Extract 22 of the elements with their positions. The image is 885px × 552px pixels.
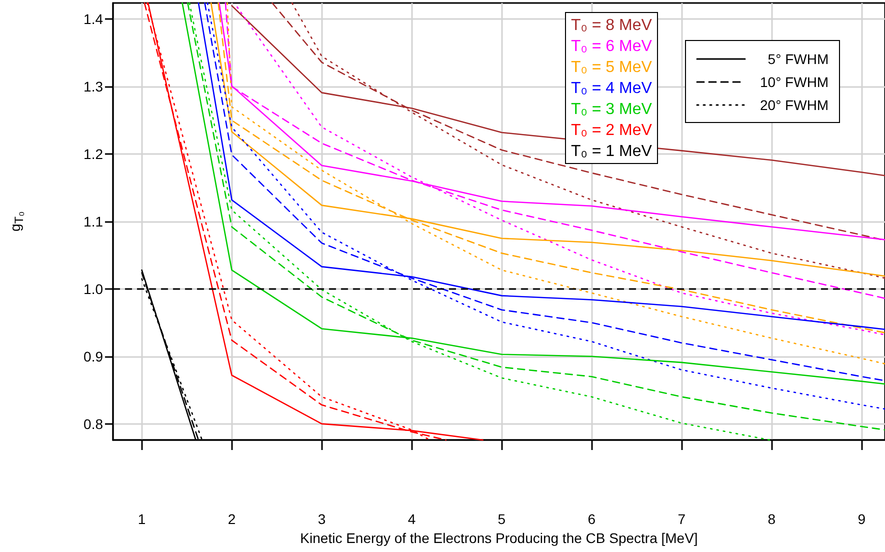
annotation: 10° FWHM <box>760 74 829 90</box>
y-tick-label: 1.4 <box>84 11 104 28</box>
y-axis-title: gT₀ <box>7 211 26 232</box>
y-tick-label: 1.2 <box>84 146 104 162</box>
y-tick-label: 1.1 <box>84 214 104 230</box>
x-tick-label: 9 <box>858 511 866 527</box>
x-tick-label: 2 <box>228 511 236 527</box>
annotation: 20° FWHM <box>760 96 829 112</box>
y-tick-label: 0.8 <box>84 416 104 432</box>
x-tick-label: 6 <box>588 511 596 527</box>
x-tick-label: 8 <box>768 511 776 527</box>
x-tick-label: 3 <box>318 511 326 527</box>
x-tick-label: 5 <box>498 511 506 527</box>
x-axis-title: Kinetic Energy of the Electrons Producing the CB Spectra [MeV] <box>300 530 698 546</box>
legend-box: T₀ = 8 MeV T₀ = 6 MeV T₀ = 5 MeV T₀ = 4 MeV T₀ = 3 MeV T₀ = 2 MeV T₀ = 1 MeV <box>565 12 658 164</box>
y-tick-label: 0.9 <box>84 348 104 364</box>
x-tick-label: 4 <box>408 511 416 527</box>
x-tick-label: 7 <box>678 511 686 527</box>
y-tick-label: 1.0 <box>84 280 104 297</box>
y-tick-label: 1.3 <box>84 78 104 95</box>
x-tick-label: 1 <box>138 511 146 527</box>
annotation: 5° FWHM <box>768 50 829 66</box>
